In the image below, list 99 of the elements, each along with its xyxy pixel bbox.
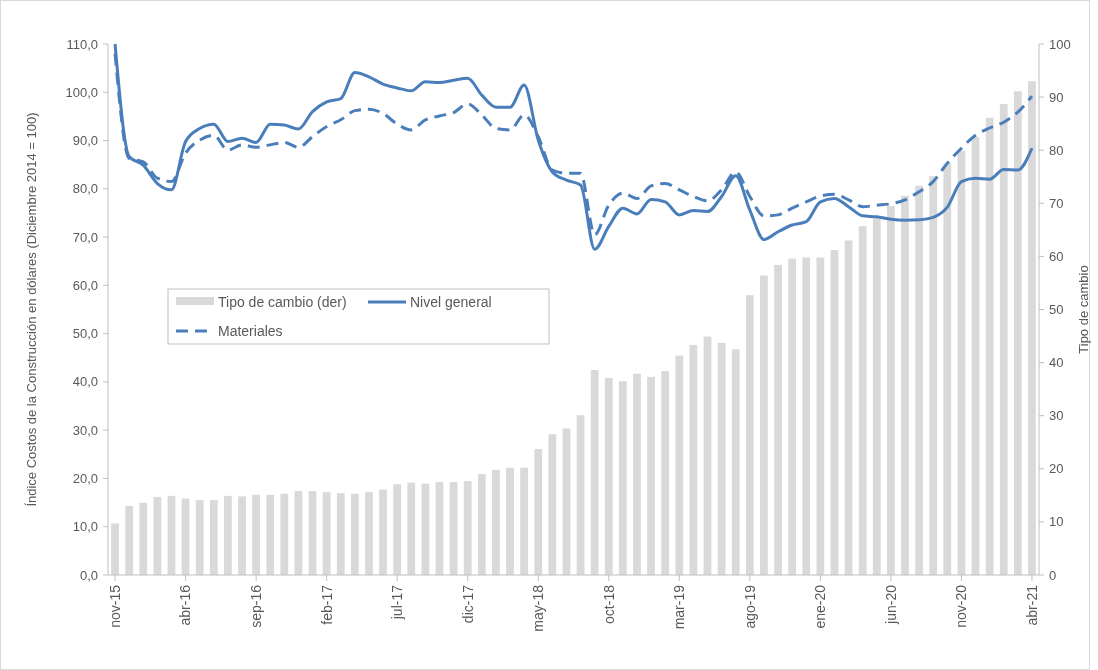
x-tick-label: jun-20: [882, 584, 899, 625]
bar: [858, 226, 867, 575]
bar: [999, 104, 1008, 575]
y-tick-label: 30,0: [72, 422, 98, 438]
bar: [717, 342, 726, 575]
bar: [576, 415, 585, 575]
bar: [125, 505, 134, 575]
bar: [506, 467, 514, 575]
y2-tick-label: 50: [1049, 302, 1064, 318]
bar: [548, 434, 557, 575]
bar: [111, 523, 119, 575]
y-tick-label: 110,0: [66, 36, 98, 52]
bar: [1013, 91, 1022, 575]
y-tick-label: 60,0: [72, 277, 98, 293]
y2-tick-label: 100: [1049, 36, 1071, 52]
bar: [618, 381, 627, 575]
bar: [393, 484, 402, 575]
bar: [872, 218, 881, 575]
x-tick-label: ago-19: [741, 584, 758, 629]
bar: [745, 295, 754, 575]
y2-axis-title: Tipo de cambio: [1076, 265, 1091, 354]
y2-tick-label: 60: [1049, 248, 1064, 264]
bar: [153, 496, 162, 575]
bar: [633, 373, 641, 575]
bar: [590, 370, 599, 575]
y2-tick-label: 80: [1049, 142, 1064, 158]
y-tick-label: 90,0: [72, 133, 98, 149]
bar: [379, 489, 387, 575]
bar: [985, 117, 994, 575]
bar: [703, 336, 712, 575]
bar: [901, 195, 909, 575]
bar: [322, 492, 331, 575]
y-tick-label: 10,0: [72, 519, 98, 535]
bar: [816, 257, 825, 575]
bar: [604, 378, 613, 575]
y2-tick-label: 10: [1049, 514, 1064, 530]
bar: [731, 349, 740, 575]
x-tick-label: feb-17: [318, 584, 335, 625]
bar: [562, 428, 571, 575]
y-tick-label: 50,0: [72, 326, 98, 342]
bar: [280, 493, 289, 575]
x-tick-label: mar-19: [671, 584, 688, 630]
y2-tick-label: 90: [1049, 89, 1064, 105]
legend-label: Nivel general: [410, 293, 492, 310]
x-tick-label: dic-17: [459, 584, 476, 624]
bar: [534, 449, 543, 575]
y2-tick-label: 0: [1049, 567, 1057, 583]
bar: [802, 257, 811, 575]
y-tick-label: 40,0: [72, 374, 98, 390]
y2-tick-label: 70: [1049, 195, 1064, 211]
bar: [844, 240, 853, 575]
x-tick-label: abr-21: [1023, 584, 1040, 626]
bar: [788, 258, 797, 575]
x-tick-label: nov-15: [106, 584, 123, 628]
bar: [661, 371, 670, 575]
x-tick-label: sep-16: [248, 584, 265, 628]
y-tick-label: 70,0: [72, 229, 98, 245]
x-tick-label: oct-18: [600, 584, 617, 624]
bar: [209, 500, 218, 575]
bar: [350, 493, 359, 575]
legend-label: Tipo de cambio (der): [218, 293, 347, 310]
y-axis-title: Índice Costos de la Construcción en dólares (Diciembre 2014 = 100): [24, 112, 39, 507]
bar: [760, 275, 768, 575]
legend-label: Materiales: [218, 322, 283, 339]
bar: [139, 502, 148, 575]
bar: [943, 163, 952, 575]
bar: [520, 467, 529, 575]
bar: [266, 494, 275, 575]
bar: [675, 355, 684, 575]
bar: [463, 481, 472, 575]
bar: [647, 376, 655, 575]
bar: [477, 474, 486, 575]
bar: [336, 493, 345, 575]
bar: [365, 492, 373, 575]
y2-tick-label: 30: [1049, 408, 1064, 424]
bar: [195, 500, 204, 575]
bar: [252, 494, 260, 575]
x-tick-label: ene-20: [812, 584, 829, 629]
x-tick-label: nov-20: [953, 584, 970, 628]
bar: [1028, 81, 1036, 575]
x-tick-label: jul-17: [389, 584, 406, 621]
bar: [915, 185, 923, 575]
y-tick-label: 100,0: [65, 84, 98, 100]
y-tick-label: 20,0: [72, 471, 98, 486]
bar: [407, 482, 416, 575]
y2-tick-label: 40: [1049, 355, 1064, 371]
bar: [830, 250, 839, 575]
x-tick-label: abr-16: [177, 584, 194, 626]
bar: [929, 176, 938, 575]
bar: [887, 205, 895, 575]
bar: [224, 495, 232, 575]
bar: [689, 345, 698, 575]
y-tick-label: 0,0: [79, 567, 98, 583]
bar: [238, 496, 246, 575]
y2-tick-label: 20: [1049, 461, 1064, 477]
bar: [774, 264, 782, 575]
x-tick-label: may-18: [530, 584, 547, 632]
y-tick-label: 80,0: [72, 181, 98, 197]
bar: [492, 469, 500, 575]
